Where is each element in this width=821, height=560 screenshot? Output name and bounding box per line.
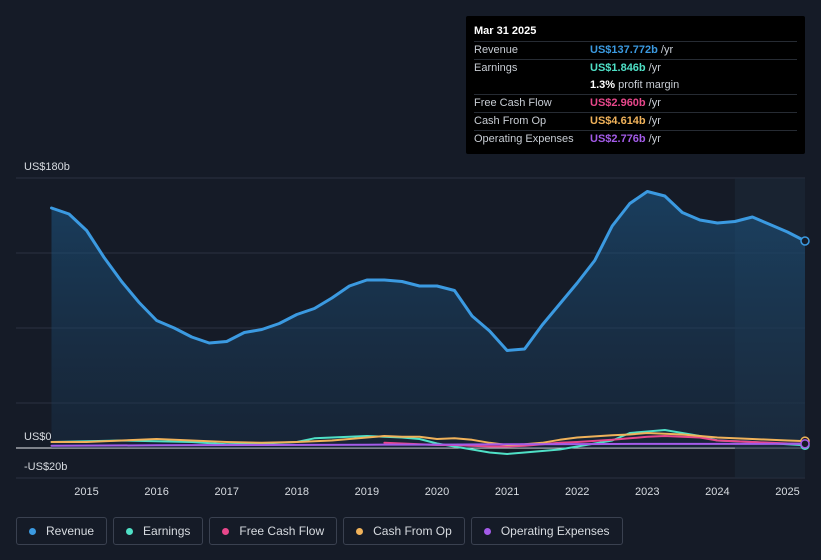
tooltip-row-earnings: Earnings US$1.846b /yr: [474, 59, 797, 77]
revenue-area: [51, 191, 805, 448]
legend-dot-icon: [356, 527, 364, 535]
legend-item-earnings[interactable]: Earnings: [113, 517, 204, 545]
x-tick-label: 2021: [495, 486, 519, 498]
legend-item-revenue[interactable]: Revenue: [16, 517, 108, 545]
y-tick-label: US$0: [24, 431, 52, 443]
x-tick-label: 2024: [705, 486, 729, 498]
legend-label: Free Cash Flow: [239, 524, 325, 538]
revenue-end-marker: [800, 236, 810, 246]
tooltip-value: US$4.614b: [590, 115, 646, 127]
x-tick-label: 2015: [74, 486, 98, 498]
legend-item-free-cash-flow[interactable]: Free Cash Flow: [209, 517, 338, 545]
tooltip-value: 1.3%: [590, 79, 616, 91]
legend-item-cash-from-op[interactable]: Cash From Op: [343, 517, 465, 545]
tooltip-value: US$2.960b: [590, 97, 646, 109]
tooltip-label: Revenue: [474, 44, 519, 56]
tooltip-value: US$137.772b: [590, 44, 658, 56]
tooltip-unit: /yr: [648, 62, 661, 74]
x-tick-label: 2018: [285, 486, 309, 498]
x-tick-label: 2016: [144, 486, 168, 498]
x-tick-label: 2023: [635, 486, 659, 498]
legend-dot-icon: [483, 527, 491, 535]
y-tick-label: -US$20b: [24, 461, 67, 473]
tooltip-row-profit-margin: 1.3% profit margin: [474, 77, 797, 94]
legend-item-operating-expenses[interactable]: Operating Expenses: [470, 517, 623, 545]
tooltip-value: US$2.776b: [590, 133, 646, 145]
legend-label: Cash From Op: [373, 524, 452, 538]
legend-label: Earnings: [143, 524, 191, 538]
tooltip-label: Cash From Op: [474, 115, 547, 127]
tooltip-label: [474, 77, 590, 94]
tooltip-unit: /yr: [648, 97, 661, 109]
y-tick-label: US$180b: [24, 161, 70, 173]
tooltip-label: Operating Expenses: [474, 133, 574, 145]
x-tick-label: 2020: [425, 486, 449, 498]
x-tick-label: 2025: [775, 486, 799, 498]
x-tick-label: 2019: [355, 486, 379, 498]
tooltip-row-cash-from-op: Cash From Op US$4.614b /yr: [474, 112, 797, 130]
legend-label: Operating Expenses: [500, 524, 610, 538]
x-tick-label: 2017: [214, 486, 238, 498]
tooltip-row-operating-expenses: Operating Expenses US$2.776b /yr: [474, 130, 797, 148]
tooltip-unit: /yr: [660, 44, 674, 56]
operating-expenses-line: [50, 442, 806, 447]
legend-dot-icon: [29, 527, 36, 535]
tooltip-date: Mar 31 2025: [474, 25, 537, 37]
x-tick-label: 2022: [565, 486, 589, 498]
revenue-line: [50, 190, 807, 352]
tooltip-value: US$1.846b: [590, 62, 646, 74]
tooltip-label: Earnings: [474, 62, 518, 74]
legend-dot-icon: [222, 527, 230, 535]
tooltip-row-free-cash-flow: Free Cash Flow US$2.960b /yr: [474, 94, 797, 112]
tooltip-unit: /yr: [648, 133, 661, 145]
legend-label: Revenue: [46, 524, 95, 538]
tooltip: Mar 31 2025 Revenue US$137.772b /yr Earn…: [466, 16, 805, 154]
legend-dot-icon: [126, 527, 134, 535]
tooltip-row-revenue: Revenue US$137.772b /yr: [474, 41, 797, 59]
tooltip-unit: /yr: [648, 115, 661, 127]
tooltip-unit: profit margin: [618, 79, 680, 91]
legend: Revenue Earnings Free Cash Flow Cash Fro…: [16, 517, 629, 545]
operating-expenses-end-marker: [800, 439, 810, 449]
tooltip-label: Free Cash Flow: [474, 97, 552, 109]
cash-from-op-line: [50, 432, 806, 446]
